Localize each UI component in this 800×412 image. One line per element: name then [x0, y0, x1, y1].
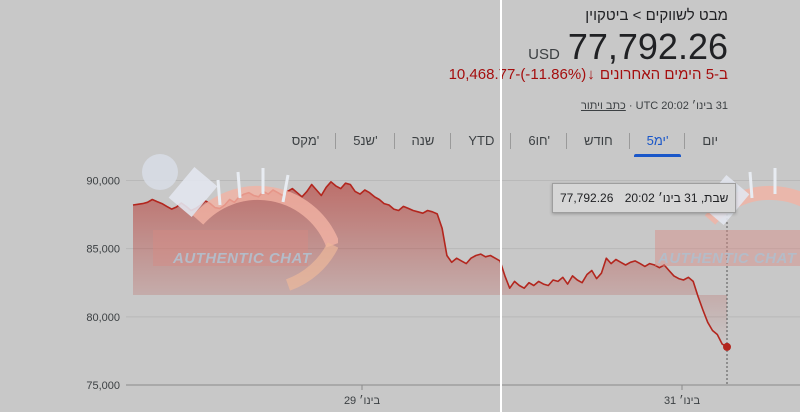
watermark-logo-icon-right	[655, 168, 800, 266]
arrow-down-icon: ↓	[587, 66, 595, 83]
change-period: ב-5 הימים האחרונים	[599, 66, 728, 83]
tab-1d[interactable]: יום	[702, 133, 718, 148]
tooltip-date: שבת, 31 בינו׳ 20:02	[624, 191, 729, 205]
breadcrumb-current: ביטקוין	[585, 7, 629, 24]
watermark-logo-icon	[142, 154, 340, 291]
watermark-right: AUTHENTIC CHAT	[640, 150, 800, 300]
hover-point	[723, 342, 731, 351]
tab-5d[interactable]: 5ימ'	[630, 127, 686, 157]
x-tick-label: 31 בינו׳	[664, 394, 701, 407]
change-percent: (11.86%-)	[520, 66, 587, 83]
change-value: -10,468.77	[448, 66, 521, 83]
watermark-left: AUTHENTIC CHAT	[128, 150, 340, 300]
timestamp: 31 בינו׳ 20:02 UTC ·	[628, 100, 728, 112]
hover-tooltip: שבת, 31 בינו׳ 20:02 77,792.26	[552, 183, 737, 213]
tab-max[interactable]: מקס'	[275, 127, 337, 155]
tab-1m[interactable]: חודש	[567, 127, 630, 155]
breadcrumb-separator: >	[632, 7, 642, 24]
y-tick-label: 90,000	[86, 175, 120, 187]
y-tick-label: 75,000	[86, 380, 120, 392]
y-tick-label: 80,000	[86, 312, 120, 324]
x-tick-label: 29 בינו׳	[344, 394, 381, 407]
currency-label: USD	[528, 46, 560, 63]
tab-1y[interactable]: שנה	[395, 127, 452, 155]
breadcrumb-root-link[interactable]: מבט לשווקים	[645, 7, 728, 24]
price-row: USD 77,792.26	[528, 26, 728, 68]
watermark-text-right: AUTHENTIC CHAT	[658, 250, 797, 267]
range-tabs: יום 5ימ' חודש 6חו' YTD שנה 5שנ' מקס'	[280, 127, 735, 157]
tab-6m[interactable]: 6חו'	[511, 127, 567, 155]
timestamp-row: 31 בינו׳ 20:02 UTC · כתב ויתור	[581, 100, 728, 112]
tooltip-value: 77,792.26	[560, 191, 614, 205]
tab-ytd[interactable]: YTD	[451, 127, 512, 155]
cursor-crosshair	[500, 0, 502, 412]
disclaimer-link[interactable]: כתב ויתור	[580, 100, 626, 112]
price-change-row: ב-5 הימים האחרונים ↓(11.86%-)-10,468.77	[449, 66, 728, 83]
watermark-text-left: AUTHENTIC CHAT	[173, 250, 312, 267]
price-area	[133, 181, 727, 347]
tab-5y[interactable]: 5שנ'	[336, 127, 395, 155]
current-price: 77,792.26	[567, 26, 728, 67]
breadcrumb: מבט לשווקים > ביטקוין	[585, 7, 728, 24]
y-tick-label: 85,000	[86, 244, 120, 256]
